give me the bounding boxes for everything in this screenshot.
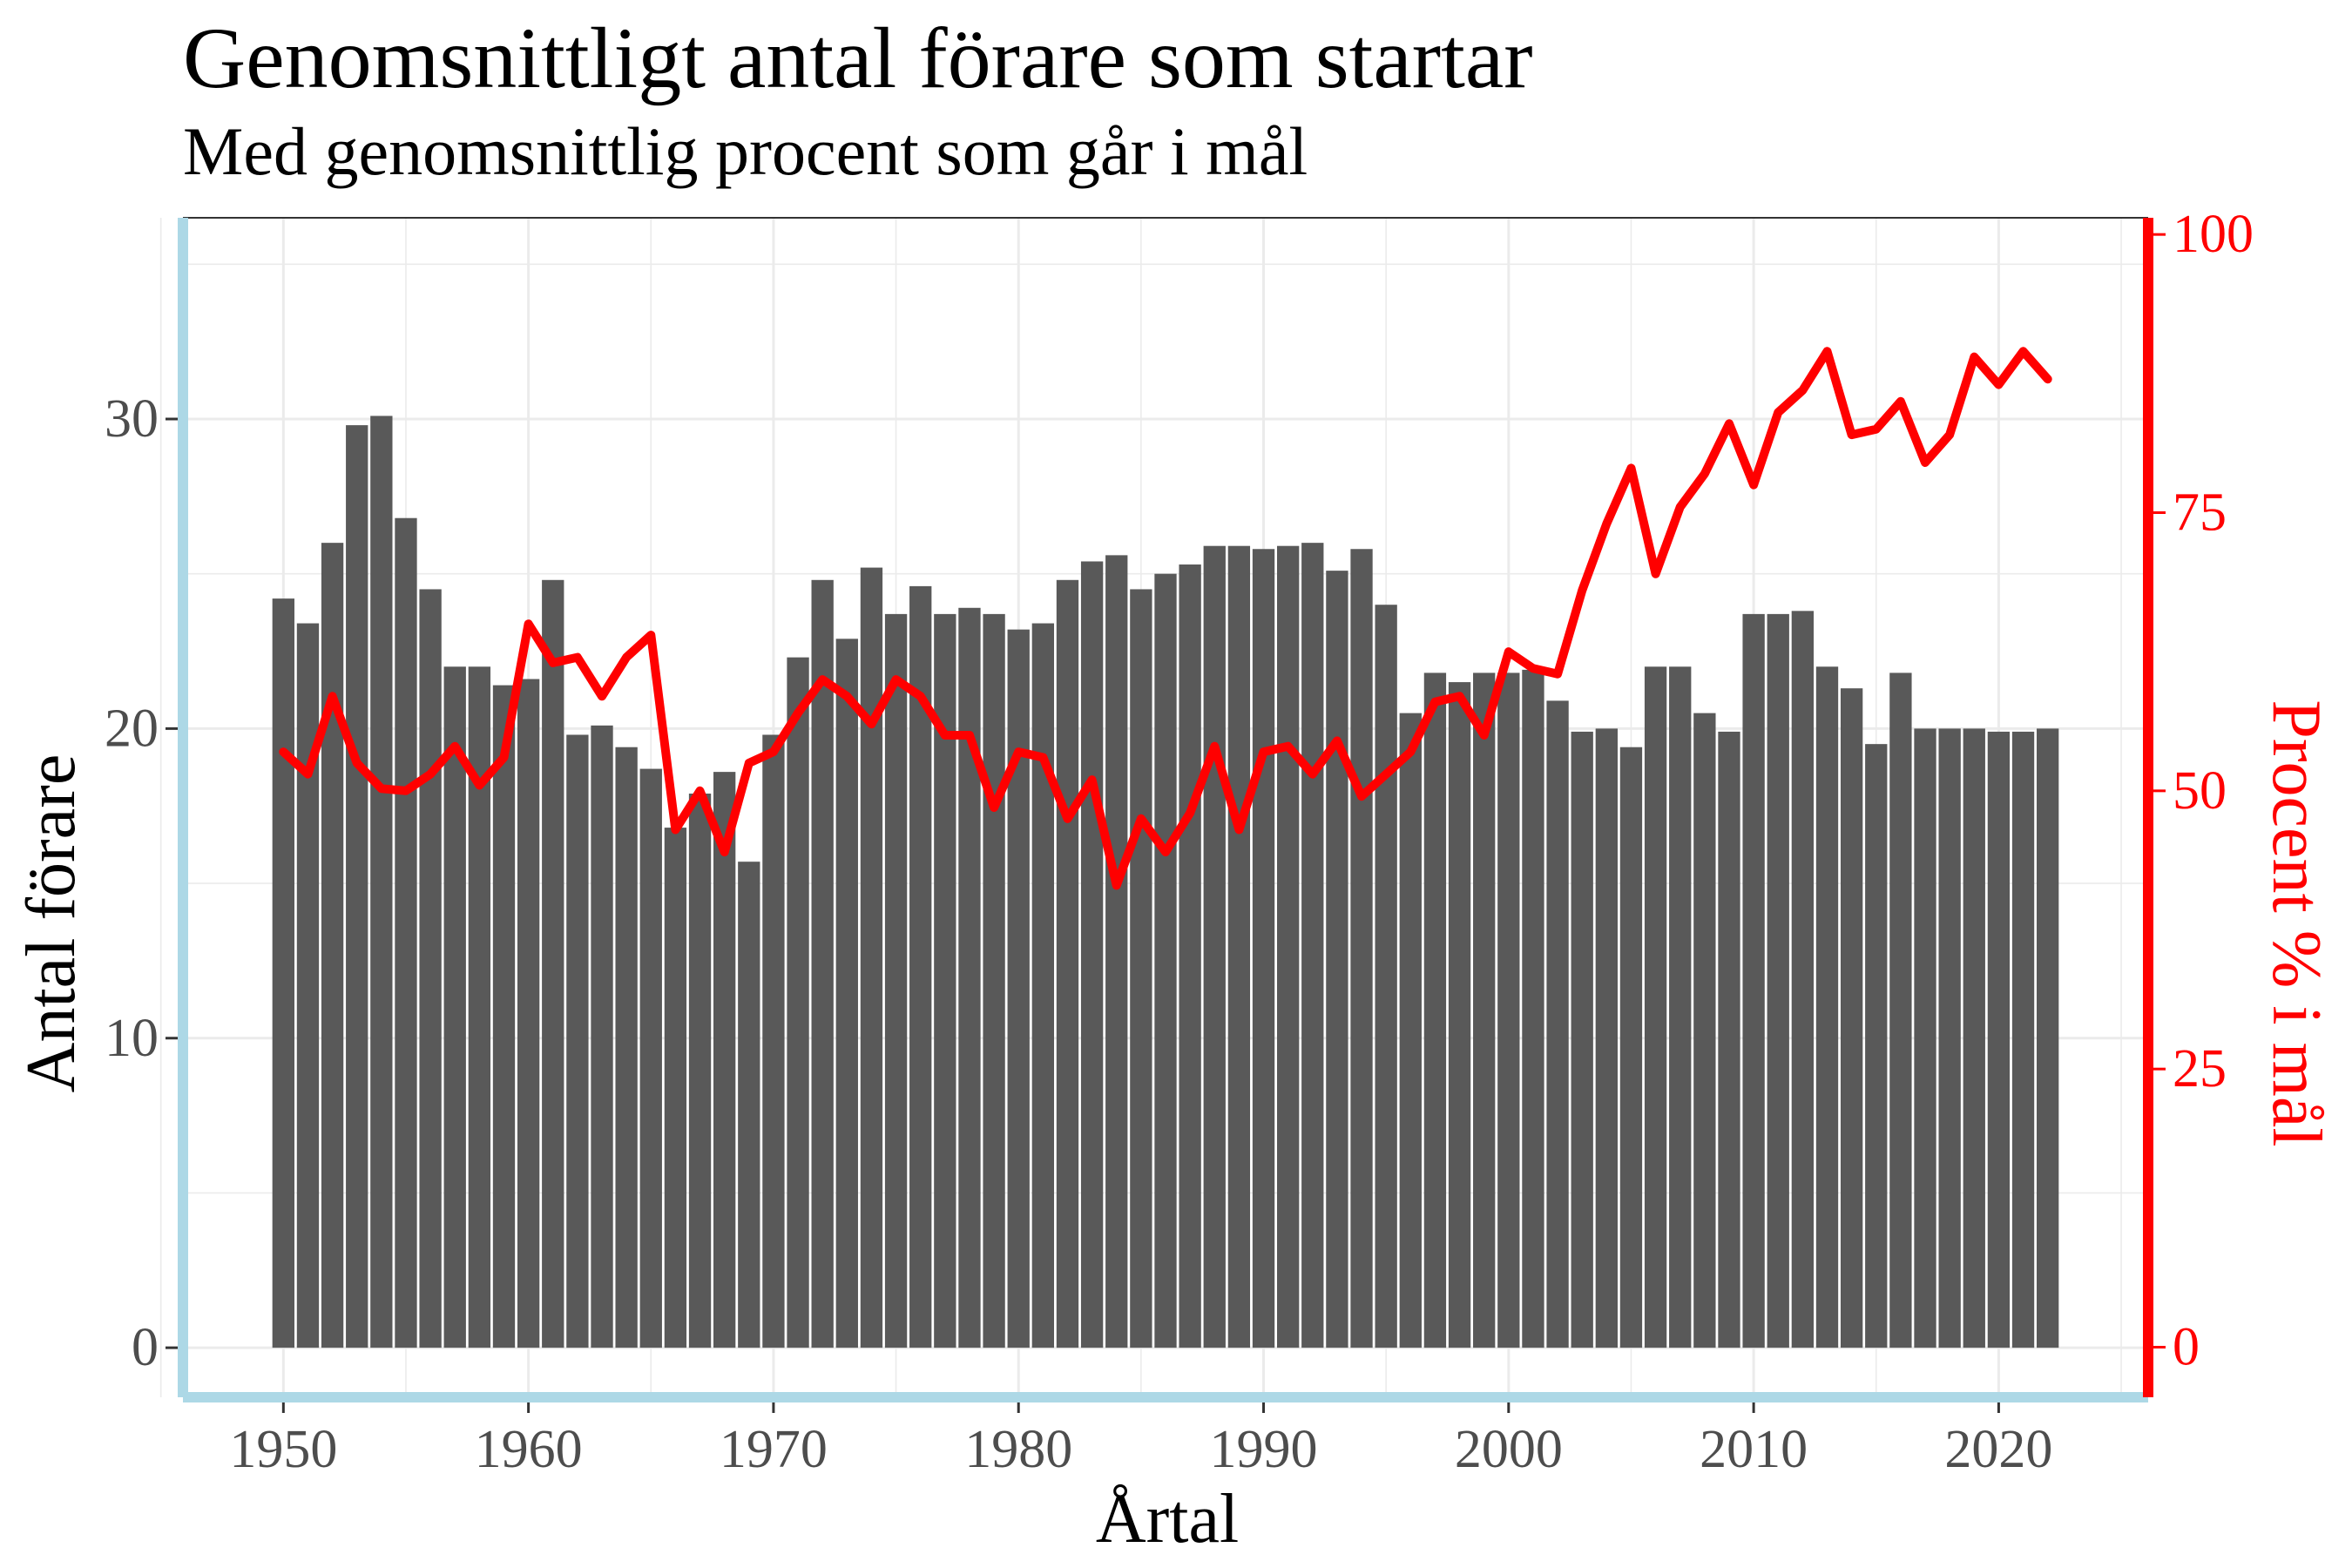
- bar: [1546, 700, 1569, 1348]
- y-tick-label: 30: [105, 389, 159, 449]
- bar: [321, 543, 344, 1348]
- bar: [983, 613, 1005, 1348]
- tick-labels: 1950 1960 1970 1980 1990 2000 2010 2020 0 10 20 30 0…: [105, 205, 2254, 1479]
- bar: [1938, 728, 1961, 1348]
- bar: [1742, 613, 1765, 1348]
- bar: [1326, 571, 1348, 1348]
- bar: [346, 425, 368, 1348]
- bar: [1203, 545, 1226, 1348]
- bar: [1375, 605, 1397, 1348]
- bar: [884, 613, 908, 1348]
- bar-series: [272, 416, 2059, 1348]
- bar: [1791, 611, 1815, 1348]
- bar: [835, 639, 858, 1348]
- bar: [1448, 682, 1471, 1348]
- bar: [860, 567, 883, 1348]
- x-tick-label: 1990: [1210, 1420, 1318, 1479]
- x-tick-label: 1960: [475, 1420, 583, 1479]
- bar: [1914, 728, 1936, 1348]
- y-tick-label: 0: [132, 1318, 159, 1377]
- plot-panel: [159, 218, 2148, 1397]
- y-right-axis-title: Procent % i mål: [2258, 700, 2335, 1146]
- bar: [713, 772, 736, 1348]
- bar: [762, 734, 785, 1348]
- bar: [566, 734, 589, 1348]
- bar: [272, 598, 294, 1348]
- bar: [370, 416, 393, 1348]
- bar: [1301, 543, 1324, 1348]
- bar: [639, 768, 662, 1348]
- bar: [1252, 549, 1275, 1348]
- bar: [1522, 669, 1544, 1348]
- bar: [443, 666, 466, 1348]
- bar: [1423, 672, 1447, 1348]
- bar: [664, 828, 687, 1348]
- x-tick-label: 2000: [1455, 1420, 1563, 1479]
- bar: [1619, 747, 1643, 1348]
- bar: [1963, 728, 1985, 1348]
- bar: [688, 794, 712, 1348]
- y-right-tick-label: 50: [2173, 761, 2227, 821]
- bar: [1227, 545, 1251, 1348]
- bar: [492, 685, 516, 1348]
- y-tick-label: 20: [105, 699, 159, 758]
- line-series: [279, 347, 2052, 890]
- bar: [1987, 731, 2011, 1348]
- y-right-tick-label: 100: [2173, 205, 2254, 264]
- y-tick-label: 10: [105, 1009, 159, 1068]
- bar: [542, 579, 564, 1348]
- y-axis-title: Antal förare: [13, 754, 90, 1093]
- bar: [1595, 728, 1618, 1348]
- y-right-tick-label: 75: [2173, 483, 2227, 543]
- chart-title: Genomsnittligt antal förare som startar: [183, 10, 1533, 106]
- bar: [1644, 666, 1667, 1348]
- bar: [1399, 713, 1422, 1348]
- axes: [178, 217, 2153, 1402]
- bar: [2037, 728, 2059, 1348]
- bar: [787, 657, 809, 1348]
- bar: [1154, 573, 1177, 1348]
- bar: [811, 579, 834, 1348]
- bar: [591, 725, 613, 1348]
- bar: [1865, 744, 1888, 1348]
- bar: [1497, 672, 1520, 1348]
- bar: [1889, 672, 1912, 1348]
- bar: [1473, 672, 1496, 1348]
- bar: [1130, 589, 1152, 1348]
- y-right-tick-label: 0: [2173, 1318, 2200, 1377]
- bar: [419, 589, 442, 1348]
- bar: [1007, 629, 1030, 1348]
- bar: [517, 679, 540, 1348]
- bar: [1767, 613, 1789, 1348]
- bar: [1840, 688, 1863, 1348]
- y-right-tick-label: 25: [2173, 1039, 2227, 1098]
- chart-subtitle: Med genomsnittlig procent som går i mål: [183, 113, 1308, 189]
- bar: [1105, 555, 1128, 1348]
- bar: [1080, 561, 1104, 1348]
- bar: [1179, 564, 1201, 1348]
- x-tick-label: 2010: [1700, 1420, 1808, 1479]
- bar: [1718, 731, 1740, 1348]
- bar: [1350, 549, 1373, 1348]
- bar: [1276, 545, 1300, 1348]
- bar: [2011, 731, 2035, 1348]
- bar: [1693, 713, 1716, 1348]
- x-tick-label: 2020: [1944, 1420, 2052, 1479]
- percent-line: [279, 347, 2052, 890]
- x-axis-title: Årtal: [1096, 1481, 1239, 1558]
- x-tick-label: 1970: [720, 1420, 828, 1479]
- bar: [1056, 579, 1079, 1348]
- bar: [738, 862, 760, 1348]
- x-tick-label: 1980: [964, 1420, 1072, 1479]
- bar: [1669, 666, 1692, 1348]
- bar: [1815, 666, 1839, 1348]
- x-tick-label: 1950: [229, 1420, 337, 1479]
- bar: [395, 517, 417, 1348]
- bar: [615, 747, 638, 1348]
- bar: [1031, 623, 1055, 1348]
- bar: [1571, 731, 1593, 1348]
- bar: [296, 623, 320, 1348]
- bar: [958, 607, 981, 1348]
